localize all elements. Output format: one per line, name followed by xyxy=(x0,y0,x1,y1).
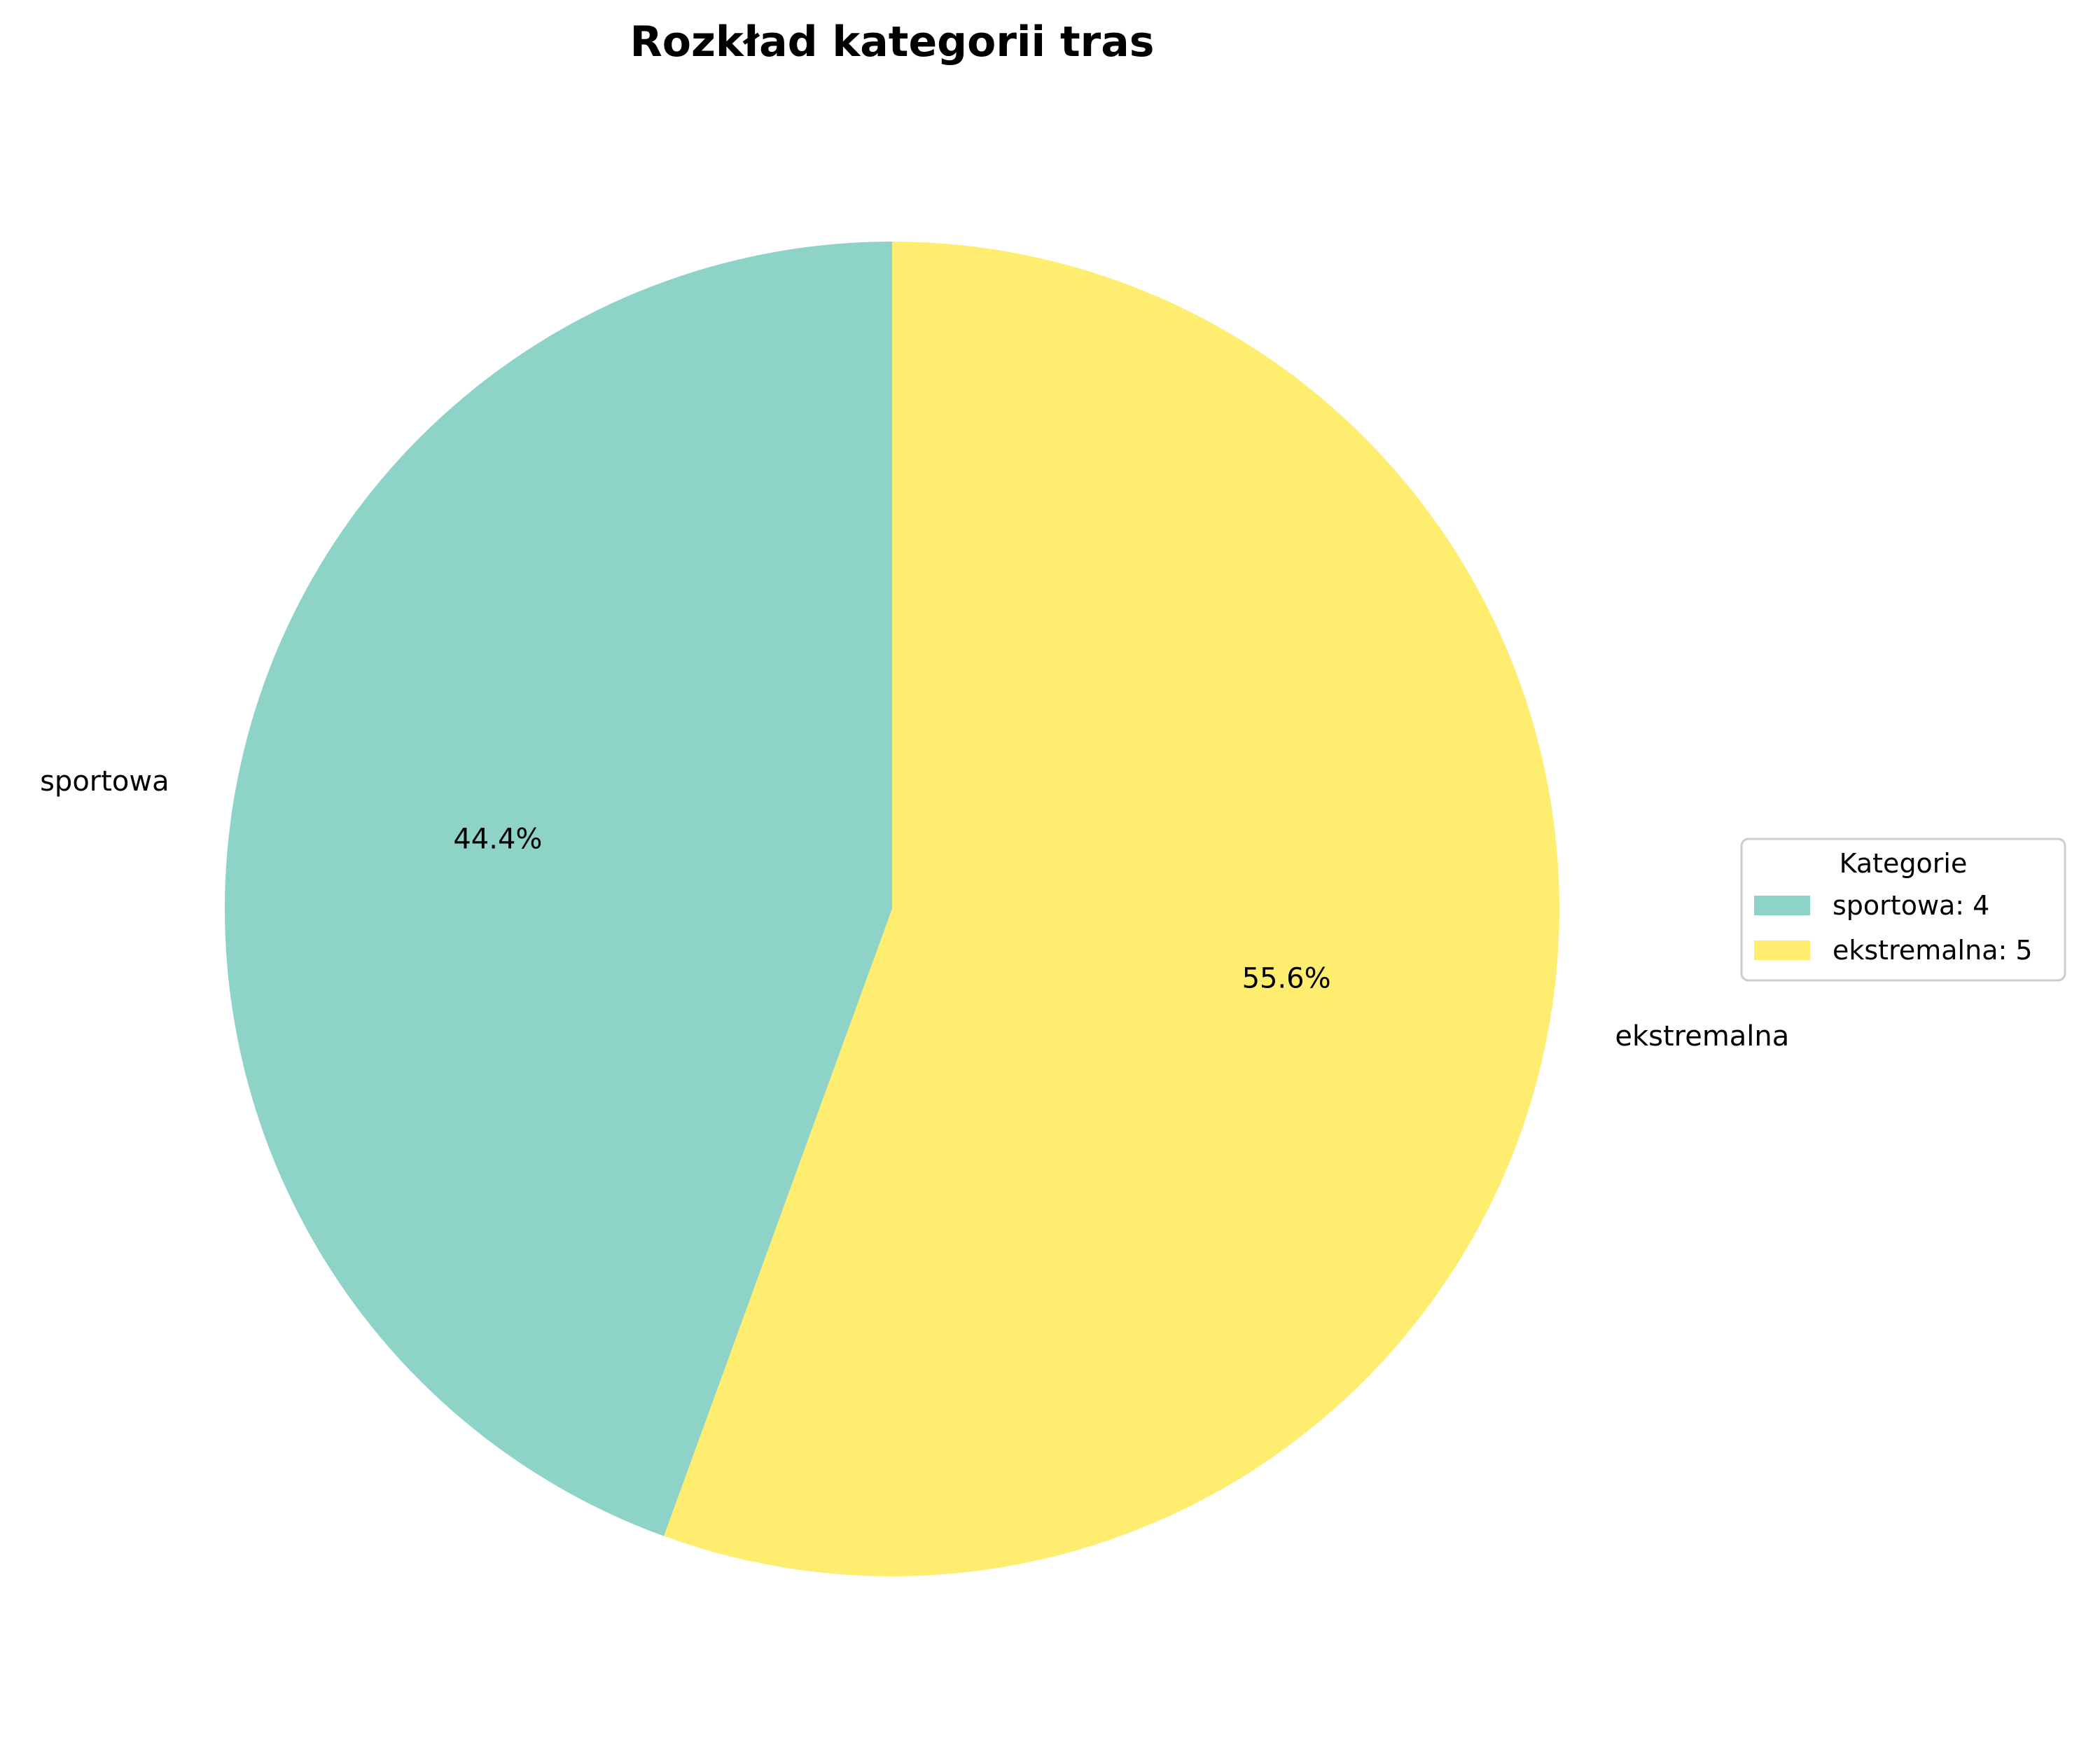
legend-entry-sportowa: sportowa: 4 xyxy=(1833,890,1989,921)
slice-label-sportowa: sportowa xyxy=(40,765,169,798)
percent-label-sportowa: 44.4% xyxy=(453,824,542,856)
legend-swatch-ekstremalna xyxy=(1754,940,1810,960)
legend-frame xyxy=(1740,838,2066,982)
pie-labels: sportowa 44.4% ekstremalna 55.6% xyxy=(40,765,1789,1053)
slice-label-ekstremalna: ekstremalna xyxy=(1615,1020,1789,1053)
chart-title: Rozkład kategorii tras xyxy=(630,18,1155,67)
pie-slice-sportowa xyxy=(225,242,892,1536)
legend: Kategorie sportowa: 4 ekstremalna: 5 xyxy=(1740,838,2066,982)
pie-slice-ekstremalna xyxy=(664,242,1559,1576)
pie-slices xyxy=(225,242,1559,1576)
legend-entry-ekstremalna: ekstremalna: 5 xyxy=(1833,935,2033,966)
legend-swatch-sportowa xyxy=(1754,896,1810,915)
percent-label-ekstremalna: 55.6% xyxy=(1242,962,1331,994)
legend-title: Kategorie xyxy=(1840,848,1968,879)
